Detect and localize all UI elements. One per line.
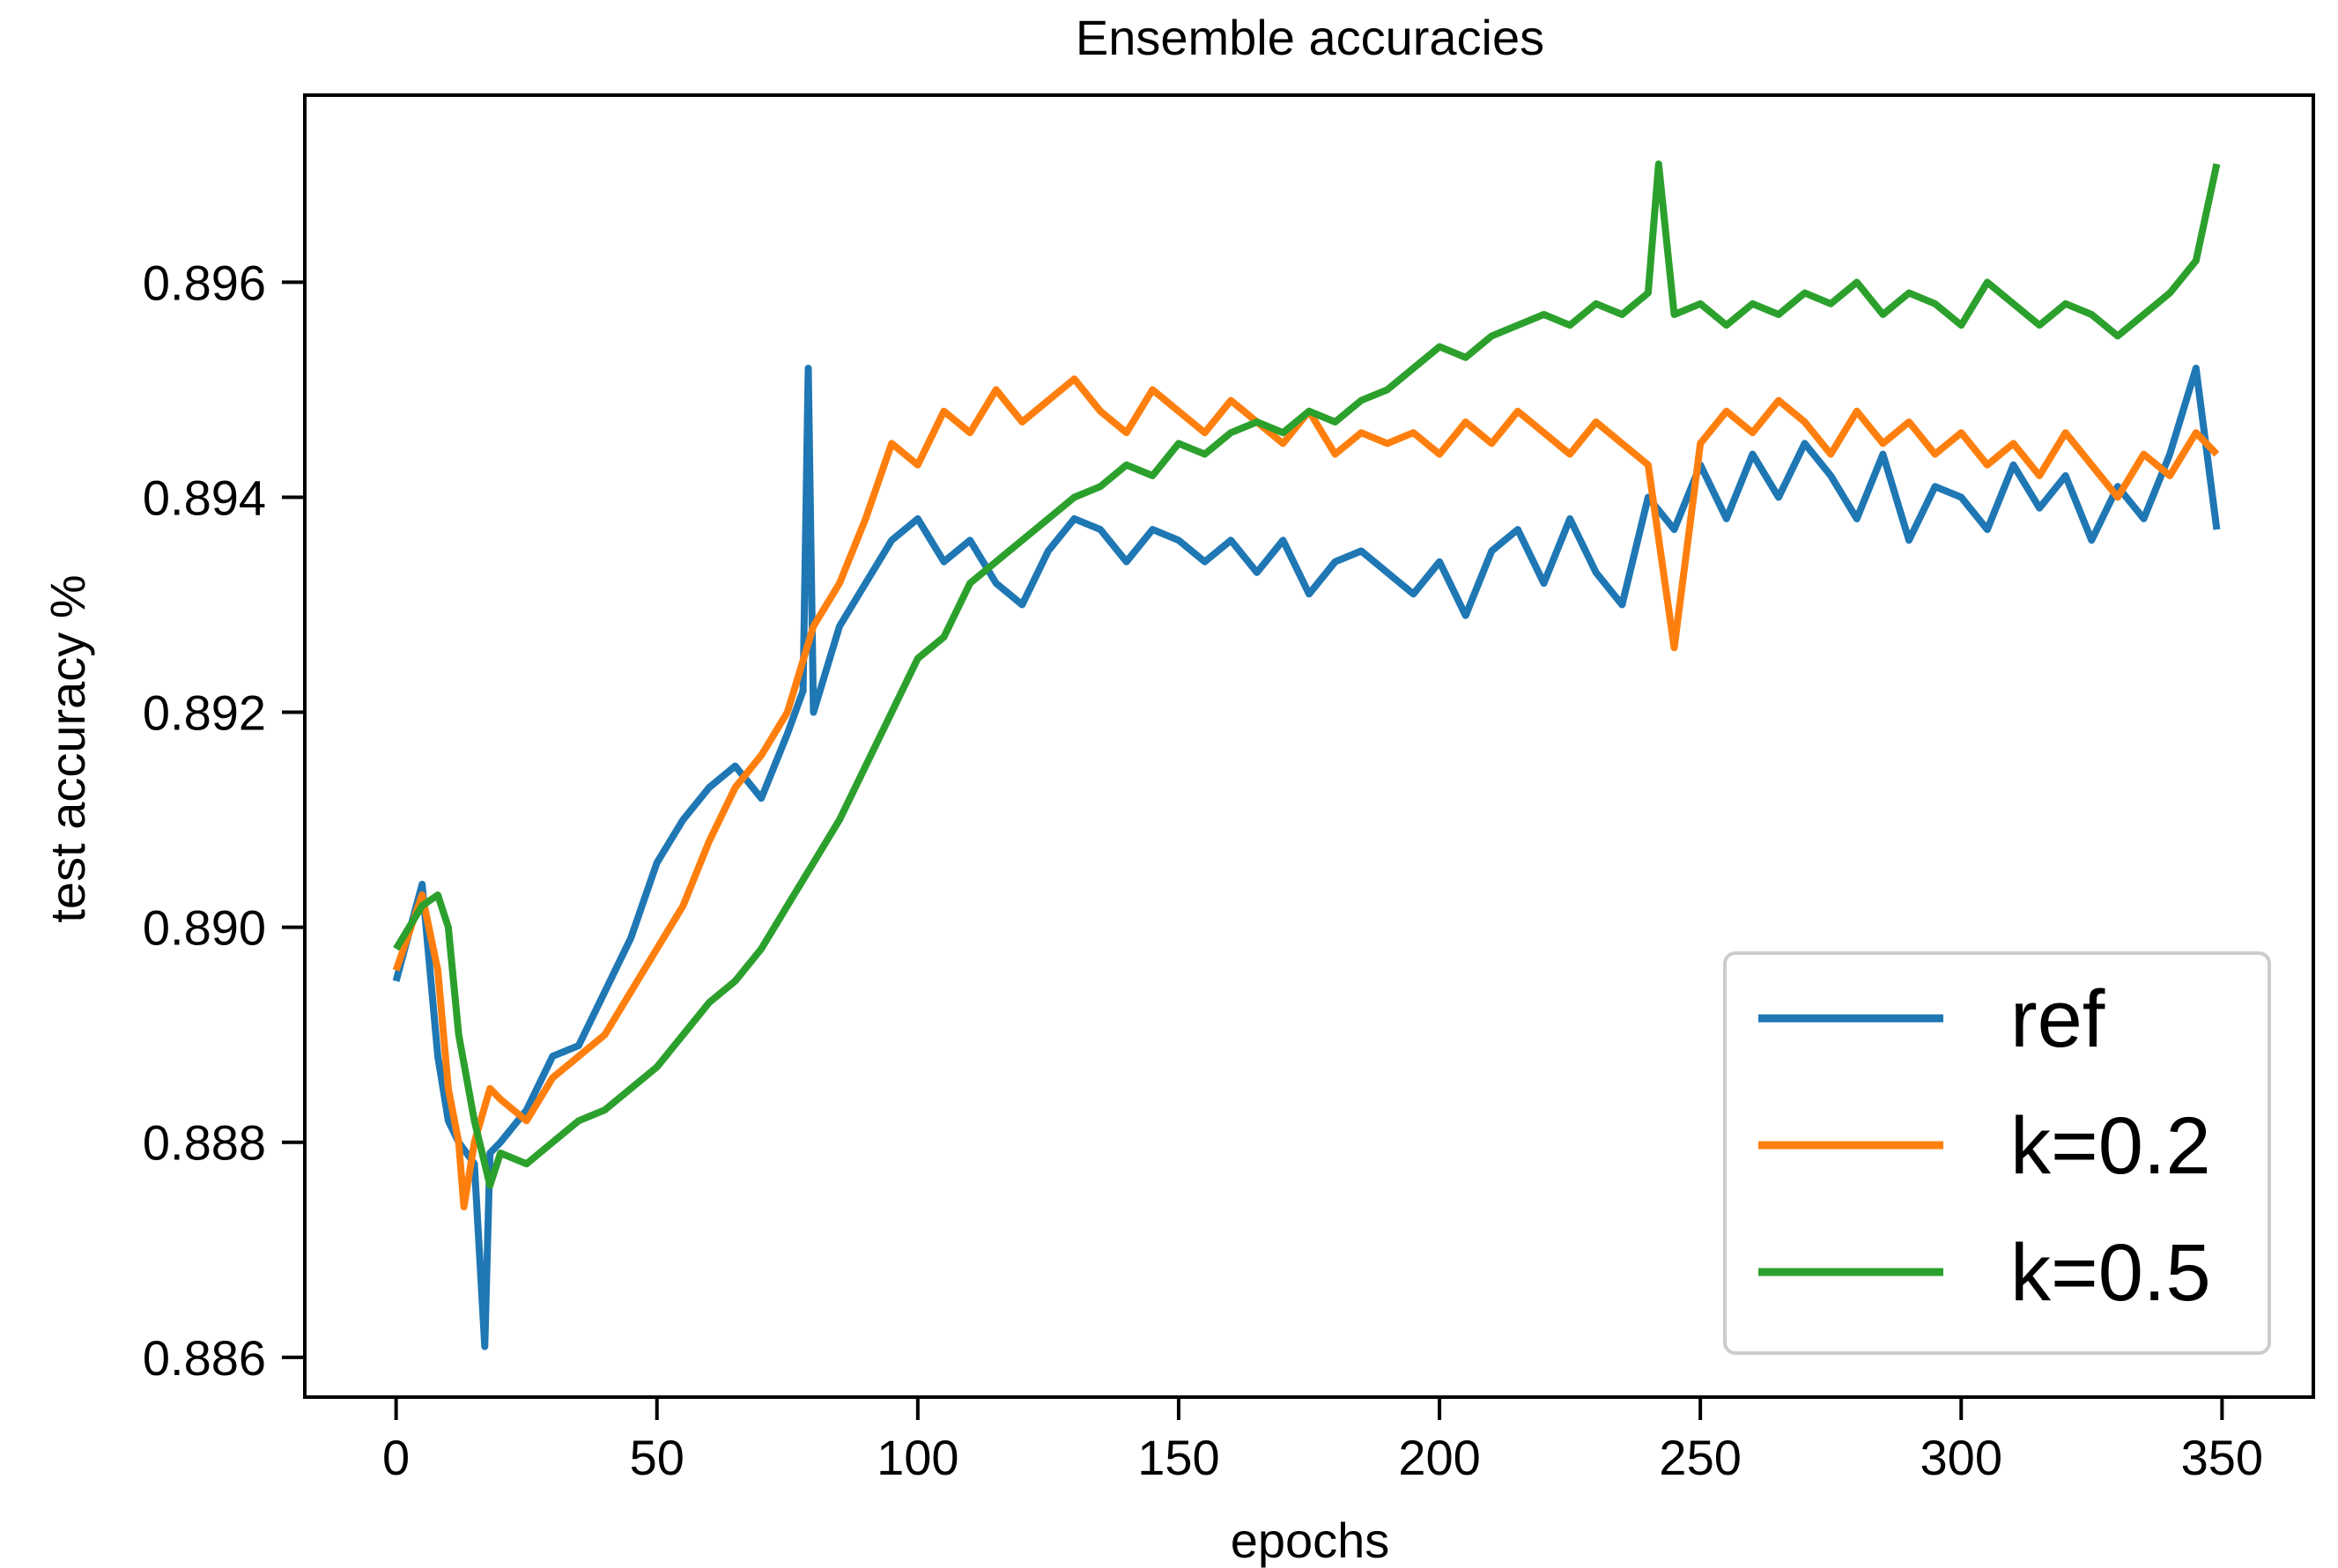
y-tick-label: 0.888 — [143, 1115, 266, 1171]
chart-title: Ensemble accuracies — [1076, 10, 1544, 65]
x-tick-label: 250 — [1659, 1430, 1741, 1485]
x-tick-label: 200 — [1398, 1430, 1480, 1485]
legend-label-0: ref — [2010, 974, 2105, 1064]
x-tick-label: 150 — [1137, 1430, 1219, 1485]
y-tick-label: 0.892 — [143, 685, 266, 741]
x-tick-label: 100 — [877, 1430, 958, 1485]
x-axis-label: epochs — [1231, 1513, 1390, 1568]
series-layer — [392, 160, 2221, 1350]
plot-frame — [303, 93, 2315, 1399]
y-tick-label: 0.894 — [143, 470, 266, 525]
y-tick-label: 0.896 — [143, 255, 266, 310]
x-tick-label: 0 — [382, 1430, 410, 1485]
y-axis-label: test accuracy % — [40, 574, 95, 922]
x-tick-label: 350 — [2181, 1430, 2263, 1485]
x-tick-label: 50 — [630, 1430, 684, 1485]
legend-label-2: k=0.5 — [2010, 1228, 2211, 1318]
y-tick-label: 0.890 — [143, 900, 266, 956]
legend-box — [1723, 951, 2271, 1355]
series-line-0 — [392, 365, 2221, 1350]
legend: ref k=0.2 k=0.5 — [1723, 951, 2271, 1355]
y-tick-label: 0.886 — [143, 1330, 266, 1386]
x-tick-label: 300 — [1920, 1430, 2002, 1485]
series-line-2 — [393, 160, 2221, 1189]
legend-label-1: k=0.2 — [2010, 1101, 2211, 1191]
tick-layer: 0 50 100 150 200 250 300 350 0.886 0.888 0.890 0.89… — [143, 255, 2263, 1485]
